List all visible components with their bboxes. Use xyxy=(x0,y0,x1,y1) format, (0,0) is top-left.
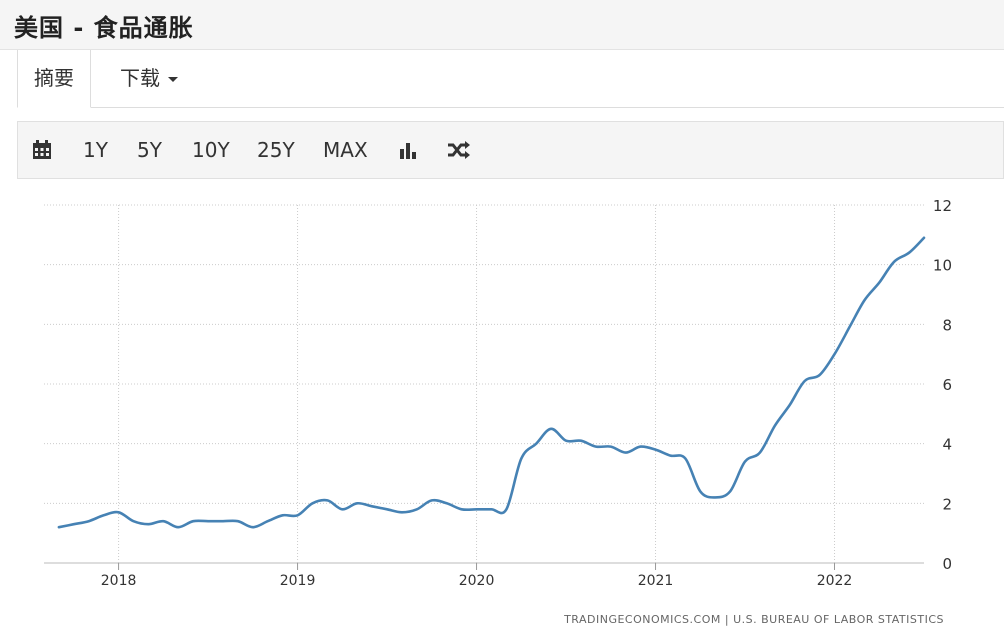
y-tick-label: 8 xyxy=(942,316,952,334)
tab-summary[interactable]: 摘要 xyxy=(17,50,91,108)
x-tick-label: 2019 xyxy=(280,573,316,589)
tab-bar: 摘要 下载 xyxy=(17,50,1004,108)
line-chart: 0 2 4 6 8 10 12 2018 2019 2020 2021 2022 TRADINGEC… xyxy=(44,197,952,626)
tab-download-label: 下载 xyxy=(120,66,160,90)
tab-download[interactable]: 下载 xyxy=(109,50,189,108)
range-1y-button[interactable]: 1Y xyxy=(83,138,108,162)
x-axis-labels: 2018 2019 2020 2021 2022 xyxy=(101,573,853,589)
range-5y-button[interactable]: 5Y xyxy=(137,138,162,162)
y-tick-label: 6 xyxy=(942,376,952,394)
y-tick-label: 4 xyxy=(942,436,952,454)
caret-down-icon xyxy=(168,77,178,82)
chart-toolbar: 1Y 5Y 10Y 25Y MAX xyxy=(17,121,1004,179)
chart-grid xyxy=(44,204,924,570)
bar-chart-icon[interactable] xyxy=(398,140,418,160)
tab-summary-label: 摘要 xyxy=(34,66,74,90)
range-25y-button[interactable]: 25Y xyxy=(257,138,295,162)
shuffle-icon[interactable] xyxy=(447,140,471,160)
y-tick-label: 10 xyxy=(933,257,952,275)
title-bar: 美国 - 食品通胀 xyxy=(0,0,1004,50)
chart-area: 0 2 4 6 8 10 12 2018 2019 2020 2021 2022 TRADINGEC… xyxy=(0,180,1004,639)
x-tick-label: 2022 xyxy=(817,573,853,589)
calendar-icon[interactable] xyxy=(32,140,52,160)
x-tick-label: 2018 xyxy=(101,573,137,589)
y-tick-label: 0 xyxy=(942,555,952,573)
range-max-button[interactable]: MAX xyxy=(323,138,368,162)
range-10y-button[interactable]: 10Y xyxy=(192,138,230,162)
y-tick-label: 2 xyxy=(942,495,952,513)
page-title: 美国 - 食品通胀 xyxy=(14,14,194,42)
y-tick-label: 12 xyxy=(933,197,952,215)
y-axis-labels: 0 2 4 6 8 10 12 xyxy=(933,197,952,573)
series-line-food-inflation xyxy=(57,236,926,529)
source-credit: TRADINGECONOMICS.COM | U.S. BUREAU OF LA… xyxy=(563,613,944,626)
x-tick-label: 2020 xyxy=(459,573,495,589)
x-tick-label: 2021 xyxy=(638,573,674,589)
